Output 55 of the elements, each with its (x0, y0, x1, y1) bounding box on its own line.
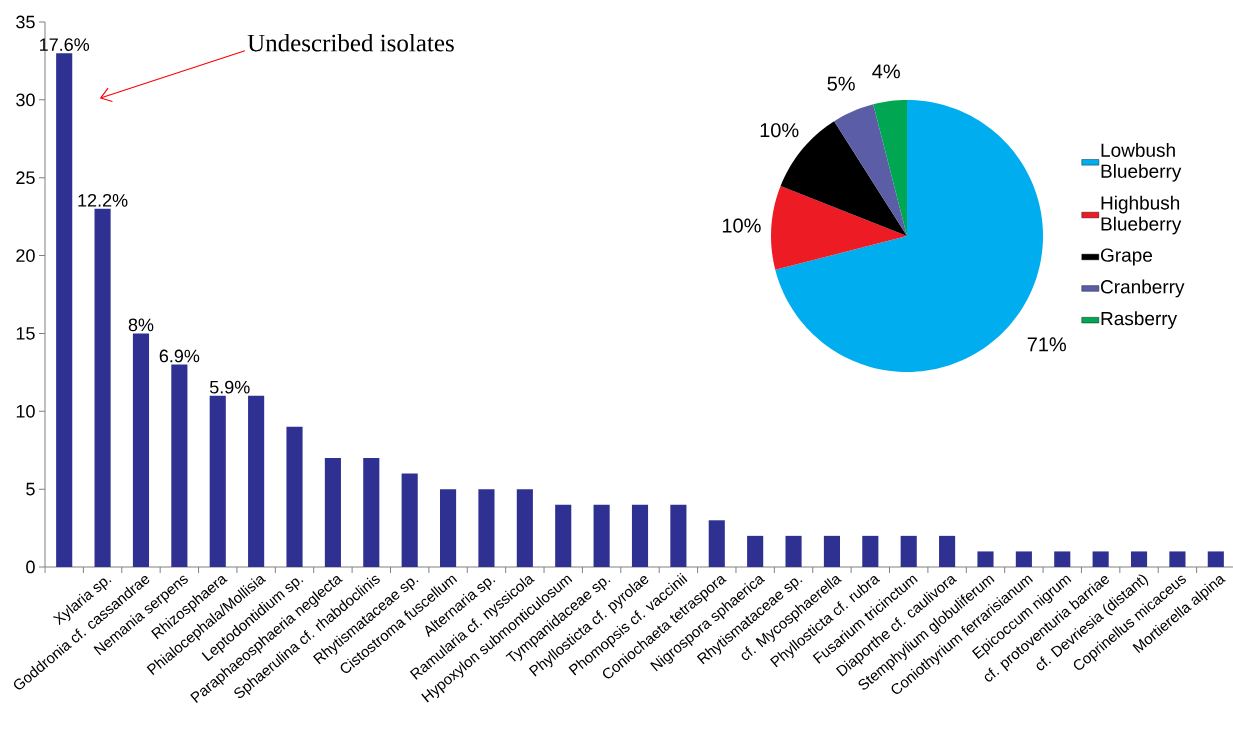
annotation: 8% (128, 318, 154, 332)
annotation: 17.6% (40, 38, 90, 51)
data-label: 10% (760, 123, 799, 138)
bar (56, 53, 73, 567)
bar (132, 333, 150, 567)
bar (862, 535, 879, 567)
y-tick-label: 20 (16, 249, 35, 262)
bar (977, 551, 994, 567)
data-label: 5% (827, 76, 855, 91)
y-tick-label: 15 (16, 327, 35, 340)
y-tick-label: 10 (16, 404, 35, 418)
annotation: 5.9% (209, 380, 250, 394)
annotation: 12.2% (78, 193, 128, 207)
y-tick-label: 35 (16, 15, 35, 29)
data-label: 4% (872, 64, 900, 79)
bar (900, 535, 917, 567)
data-label: 71% (1027, 337, 1066, 352)
bar (1092, 551, 1109, 567)
bar (631, 504, 649, 567)
bar (823, 535, 840, 567)
bar (1130, 551, 1148, 567)
y-tick-label: 5 (26, 482, 35, 496)
bar (939, 535, 956, 567)
y-tick-label: 25 (16, 171, 35, 185)
bar (1169, 551, 1186, 567)
bar (708, 520, 725, 567)
bar (209, 395, 226, 567)
bar (440, 489, 457, 567)
bar (1015, 551, 1032, 567)
legend-label: Rasberry (1101, 311, 1178, 330)
bar (593, 504, 610, 567)
legend-label: Cranberry (1101, 279, 1185, 298)
y-tick-label: 0 (26, 560, 35, 574)
bar (171, 364, 188, 567)
bar (555, 504, 572, 567)
bar (94, 208, 111, 567)
legend-label: Highbush Blueberry (1101, 195, 1182, 235)
data-label: 10% (722, 218, 761, 233)
bar (1054, 551, 1071, 567)
bar (785, 535, 802, 567)
bar (1207, 551, 1224, 567)
annotation: Undescribed isolates (247, 33, 454, 52)
bar (401, 473, 418, 567)
bar (324, 458, 341, 567)
bar (747, 535, 764, 567)
legend-label: Grape (1101, 248, 1152, 266)
bar (478, 489, 495, 567)
annotation: 6.9% (159, 349, 200, 363)
bar (516, 489, 533, 567)
bar (248, 395, 265, 567)
y-tick-label: 30 (16, 93, 35, 107)
legend-label: Lowbush Blueberry (1101, 142, 1182, 182)
bar (363, 458, 380, 567)
bar (286, 426, 303, 567)
bar (670, 504, 687, 567)
